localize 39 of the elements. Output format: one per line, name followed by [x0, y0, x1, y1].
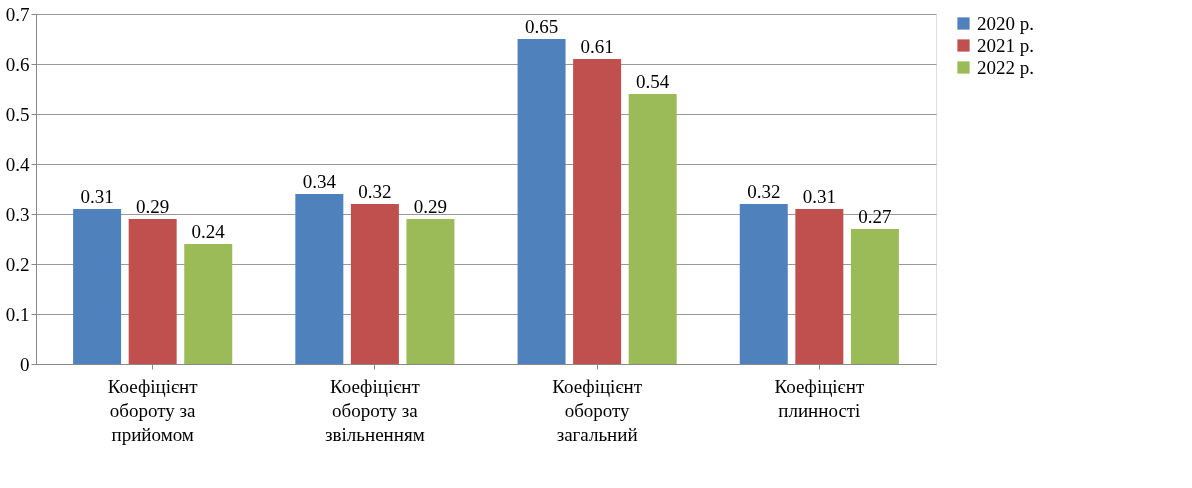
bar: [128, 219, 177, 364]
y-tick-label: 0.6: [5, 53, 30, 75]
y-tick-label: 0.5: [5, 103, 30, 125]
bar: [628, 94, 677, 364]
x-tick-label: Коефіцієнт обороту за звільненням: [325, 375, 425, 445]
data-label: 0.29: [136, 196, 170, 217]
y-tick-label: 0.3: [5, 203, 30, 225]
bar: [517, 39, 566, 364]
data-label: 0.29: [413, 196, 448, 217]
data-label: 0.32: [358, 181, 392, 202]
x-tick-label: Коефіцієнт обороту за прийомом: [107, 375, 199, 445]
data-label: 0.61: [580, 36, 614, 57]
x-tick-label: Коефіцієнт плинності: [774, 375, 865, 421]
bar: [573, 59, 622, 364]
data-label: 0.24: [191, 221, 226, 242]
legend-label: 2021 р.: [977, 34, 1034, 56]
data-label: 0.34: [302, 171, 337, 192]
bar: [406, 219, 455, 364]
y-tick-label: 0.1: [5, 303, 30, 325]
bar: [295, 194, 344, 364]
bar: [795, 209, 844, 364]
data-label: 0.31: [80, 186, 114, 207]
data-label: 0.54: [636, 71, 670, 92]
y-tick-label: 0.7: [5, 3, 30, 25]
legend-label: 2022 р.: [977, 56, 1034, 78]
data-label: 0.65: [524, 16, 559, 37]
legend-label: 2020 р.: [977, 12, 1034, 34]
bar: [184, 244, 233, 364]
bar: [850, 229, 899, 364]
bar: [73, 209, 122, 364]
bar: [350, 204, 399, 364]
y-tick-label: 0.2: [5, 253, 30, 275]
y-tick-label: 0.4: [5, 153, 30, 175]
data-label: 0.32: [747, 181, 781, 202]
x-tick-label: Коефіцієнт обороту загальний: [552, 375, 643, 445]
data-label: 0.27: [858, 206, 892, 227]
data-label: 0.31: [802, 186, 836, 207]
y-tick-label: 0: [20, 353, 30, 375]
bar: [739, 204, 788, 364]
